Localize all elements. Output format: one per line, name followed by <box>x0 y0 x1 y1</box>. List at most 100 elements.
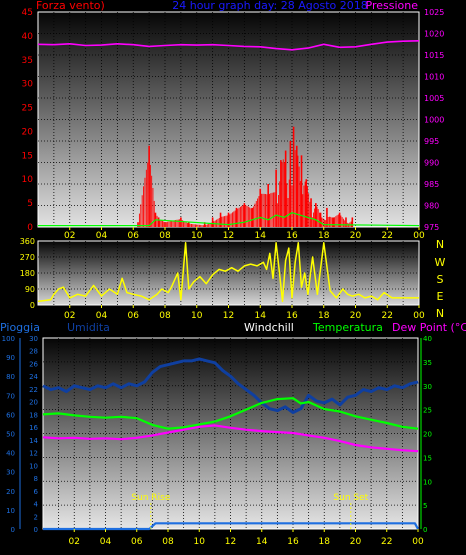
x-tick-label: 10 <box>191 231 203 241</box>
humidity-tick-label: 14 <box>29 437 38 445</box>
x-tick-label: 04 <box>100 537 112 547</box>
wind-speed-tick-label: 20 <box>22 127 34 137</box>
humidity-tick-label: 2 <box>34 513 38 521</box>
x-tick-label: 06 <box>128 311 140 321</box>
sunset-label: Sun Set <box>333 493 368 503</box>
x-tick-label: 04 <box>96 311 108 321</box>
rain-tick-label: 60 <box>6 411 15 419</box>
wind-speed-tick-label: 35 <box>22 56 33 66</box>
x-tick-label: 18 <box>319 537 331 547</box>
sunrise-label: Sun Rise <box>131 493 170 503</box>
temperature-tick-label: 40 <box>423 335 432 343</box>
x-tick-label: 14 <box>256 537 268 547</box>
rain-line <box>43 522 419 531</box>
pressure-tick-label: 1015 <box>424 51 444 60</box>
wind-direction-line <box>37 242 419 303</box>
direction-label-n-top: N <box>436 238 444 251</box>
direction-label-n-bottom: N <box>436 307 444 320</box>
rain-tick-label: 90 <box>6 354 15 362</box>
pressure-tick-label: 975 <box>424 223 439 232</box>
legend-windchill: Windchill <box>244 321 294 334</box>
humidity-tick-label: 22 <box>29 386 38 394</box>
wind-speed-tick-label: 0 <box>27 223 33 233</box>
direction-tick-label: 0 <box>30 301 35 310</box>
rain-tick-label: 80 <box>6 373 15 381</box>
x-tick-label: 04 <box>96 231 108 241</box>
humidity-tick-label: 20 <box>29 399 38 407</box>
humidity-tick-label: 24 <box>29 373 38 381</box>
humidity-tick-label: 16 <box>29 424 38 432</box>
graph-title: 24 hour graph day: 28 Agosto 2018 <box>172 0 368 12</box>
rain-tick-label: 10 <box>6 507 15 515</box>
wind-direction-series <box>37 242 419 303</box>
x-tick-label: 00 <box>413 311 425 321</box>
x-tick-label: 02 <box>69 537 80 547</box>
wind-speed-tick-label: 30 <box>22 80 34 90</box>
humidity-tick-label: 26 <box>29 360 38 368</box>
x-tick-label: 14 <box>255 231 267 241</box>
temperature-line <box>42 397 419 430</box>
temperature-tick-label: 25 <box>423 407 432 415</box>
humidity-tick-label: 12 <box>29 450 38 458</box>
temperature-tick-label: 30 <box>423 383 432 391</box>
wind-speed-tick-label: 45 <box>22 8 33 18</box>
x-tick-label: 00 <box>412 537 424 547</box>
x-tick-label: 08 <box>162 537 174 547</box>
pressure-axis-title: Pressione <box>366 0 419 12</box>
x-tick-label: 08 <box>159 311 171 321</box>
x-tick-label: 02 <box>64 231 75 241</box>
rain-tick-label: 20 <box>6 488 15 496</box>
humidity-tick-label: 4 <box>34 501 39 509</box>
axes-labels: 0510152025303540459759809859909951000100… <box>2 8 445 547</box>
x-tick-label: 08 <box>159 231 171 241</box>
rain-tick-label: 40 <box>6 450 15 458</box>
wind-direction-grid <box>38 241 419 305</box>
temperature-grid <box>43 338 418 529</box>
wind-speed-tick-label: 15 <box>22 151 33 161</box>
direction-label-e: E <box>437 290 444 303</box>
wind-pressure-series <box>37 40 420 227</box>
pressure-tick-label: 980 <box>424 202 439 211</box>
pressure-tick-label: 995 <box>424 137 439 146</box>
humidity-tick-label: 10 <box>29 462 38 470</box>
x-tick-label: 20 <box>350 231 362 241</box>
x-tick-label: 12 <box>223 311 234 321</box>
x-tick-label: 06 <box>128 231 140 241</box>
pressure-line <box>37 40 420 51</box>
direction-tick-label: 180 <box>20 269 35 278</box>
x-tick-label: 22 <box>381 537 392 547</box>
x-tick-label: 20 <box>350 537 362 547</box>
x-tick-label: 12 <box>225 537 236 547</box>
pressure-tick-label: 1000 <box>424 116 444 125</box>
legend-pioggia: Pioggia <box>0 321 40 334</box>
legend-dewpoint: Dew Point (°C) <box>392 321 466 334</box>
x-tick-label: 12 <box>223 231 234 241</box>
humidity-line <box>42 357 419 414</box>
wind-speed-axis-title: Forza vento) <box>36 0 105 12</box>
wind-speed-tick-label: 25 <box>22 104 33 114</box>
temperature-series <box>42 357 419 531</box>
temperature-tick-label: 15 <box>423 454 432 462</box>
x-tick-label: 02 <box>64 311 75 321</box>
direction-tick-label: 270 <box>20 253 35 262</box>
wind-average-line <box>38 212 420 227</box>
x-tick-label: 22 <box>382 231 393 241</box>
humidity-tick-label: 28 <box>29 348 38 356</box>
x-tick-label: 16 <box>286 231 298 241</box>
humidity-tick-label: 6 <box>34 488 39 496</box>
direction-label-s: S <box>437 273 444 286</box>
x-tick-label: 18 <box>318 231 330 241</box>
pressure-tick-label: 1020 <box>424 30 444 39</box>
pressure-tick-label: 985 <box>424 180 439 189</box>
rain-tick-label: 30 <box>6 469 15 477</box>
direction-label-w: W <box>435 256 446 269</box>
humidity-tick-label: 18 <box>29 411 38 419</box>
x-tick-label: 16 <box>287 537 299 547</box>
humidity-tick-label: 0 <box>34 526 38 534</box>
dewpoint-line <box>42 424 419 453</box>
x-tick-label: 10 <box>194 537 206 547</box>
x-tick-label: 20 <box>350 311 362 321</box>
x-tick-label: 22 <box>382 311 393 321</box>
x-tick-label: 16 <box>286 311 298 321</box>
